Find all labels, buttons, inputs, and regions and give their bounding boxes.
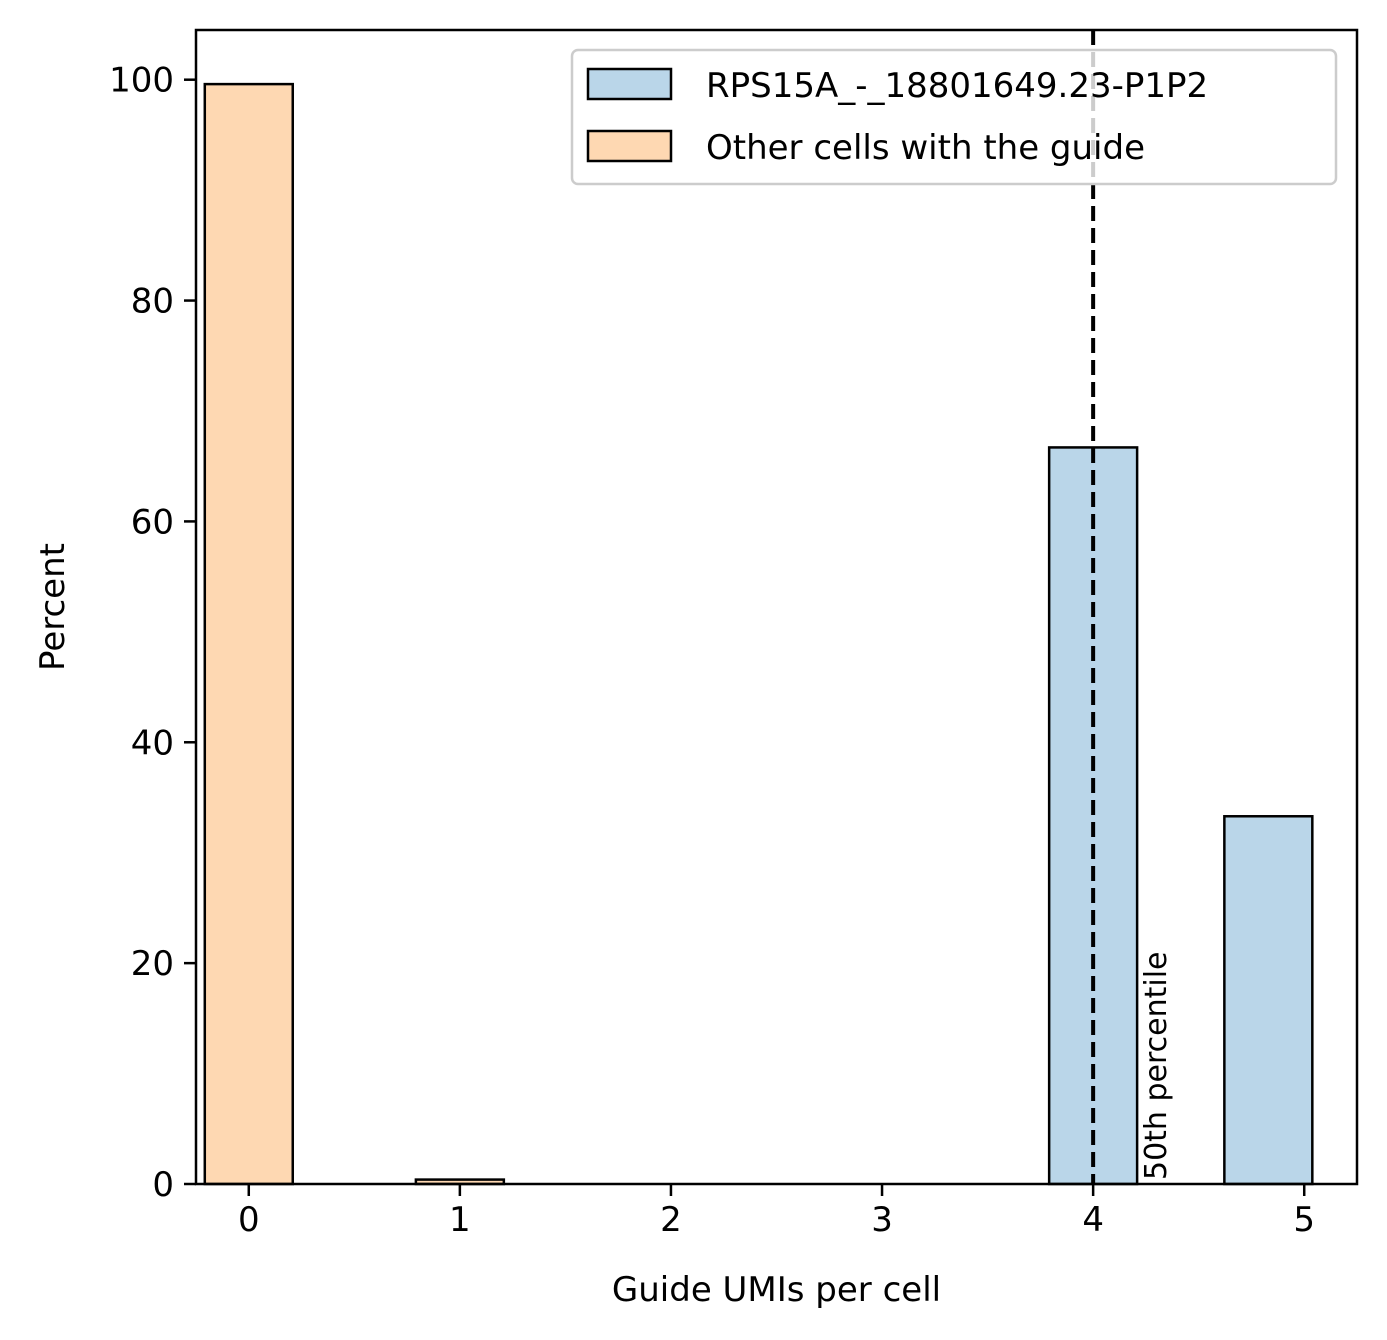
x-tick-label: 4 (1082, 1200, 1104, 1240)
percentile-line-layer: 50th percentile (1091, 30, 1174, 1184)
x-axis-ticks: 0 1 2 3 4 5 (238, 1184, 1315, 1240)
y-tick-label: 100 (109, 61, 174, 101)
bar-series-0-1 (1223, 815, 1314, 1186)
y-tick-label: 40 (131, 723, 174, 763)
x-axis-label: Guide UMIs per cell (612, 1270, 941, 1310)
plot-frame (194, 28, 1359, 1186)
legend-swatch-other-cells (586, 129, 673, 163)
x-tick-label: 3 (871, 1200, 893, 1240)
legend-swatch-guide (586, 67, 673, 101)
y-tick-label: 60 (131, 502, 174, 542)
y-tick-label: 0 (152, 1165, 174, 1205)
y-tick-label: 20 (131, 944, 174, 984)
legend-label-guide: RPS15A_-_18801649.23-P1P2 (706, 66, 1208, 106)
legend: RPS15A_-_18801649.23-P1P2 Other cells wi… (570, 48, 1338, 186)
x-tick-label: 5 (1293, 1200, 1315, 1240)
legend-box (570, 48, 1338, 186)
y-tick-label: 80 (131, 282, 174, 322)
x-tick-label: 1 (449, 1200, 471, 1240)
y-axis-ticks: 0 20 40 60 80 100 (109, 61, 196, 1205)
percentile-label: 50th percentile (1139, 951, 1174, 1180)
y-axis-label: Percent (33, 543, 73, 671)
bar-series-1-0 (203, 82, 295, 1186)
legend-label-other-cells: Other cells with the guide (706, 128, 1145, 168)
x-tick-label: 0 (238, 1200, 260, 1240)
x-tick-label: 2 (660, 1200, 682, 1240)
